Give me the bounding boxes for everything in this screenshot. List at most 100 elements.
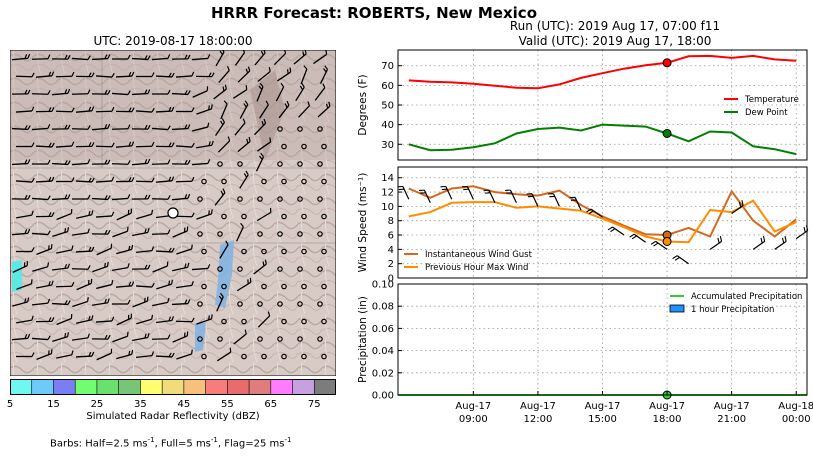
wind-barb-staff — [135, 285, 153, 288]
wind-barb — [111, 194, 131, 201]
wind-barb-flag — [91, 142, 95, 147]
calm-wind-marker — [281, 213, 287, 220]
wind-barb-flag — [171, 352, 175, 358]
calm-wind-marker — [257, 231, 263, 237]
wind-barb-flag — [87, 228, 90, 234]
wind-barb-flag — [168, 247, 172, 253]
wind-barb-flag — [461, 185, 468, 188]
colorbar-frame — [10, 379, 336, 395]
calm-wind-marker — [261, 248, 267, 255]
wind-barb-flag — [328, 101, 331, 107]
wind-barb — [217, 136, 231, 153]
wind-barb — [115, 141, 135, 148]
wind-barb-staff — [552, 193, 560, 207]
wind-barb-flag — [111, 211, 115, 217]
calm-wind-marker — [321, 248, 327, 255]
wind-barb-flag — [269, 137, 272, 142]
wind-barb-flag — [51, 176, 55, 182]
wind-barb — [71, 228, 90, 236]
series-line — [408, 199, 797, 244]
calm-wind-marker — [197, 301, 203, 307]
wind-barb-flag — [147, 228, 150, 233]
map-title: UTC: 2019-08-17 18:00:00 — [93, 34, 253, 48]
wind-barb-flag — [88, 177, 92, 183]
wind-barb-flag — [762, 236, 766, 242]
wind-barb-flag — [325, 103, 329, 109]
wind-barb-flag — [104, 124, 108, 129]
calm-wind-marker — [321, 283, 327, 290]
wind-barb-flag — [653, 242, 659, 247]
colorbar-segment — [74, 379, 98, 395]
wind-barb — [607, 226, 625, 236]
wind-barb — [195, 140, 214, 149]
wind-barb-flag — [130, 313, 132, 319]
wind-barb-flag — [104, 159, 108, 165]
wind-barb-flag — [219, 292, 224, 298]
wind-barb-staff — [16, 319, 32, 324]
wind-barb-flag — [107, 334, 111, 340]
wind-barb-flag — [267, 311, 271, 317]
y-tick-label: 70 — [381, 61, 394, 72]
wind-barb-flag — [51, 142, 55, 148]
wind-barb-flag — [91, 351, 95, 357]
wind-barb — [586, 208, 603, 218]
wind-barb-staff — [112, 335, 128, 343]
wind-barb — [71, 55, 91, 61]
wind-barb-flag — [127, 54, 131, 60]
wind-barb-staff — [111, 197, 129, 201]
calm-wind-marker — [277, 196, 283, 202]
wind-barb-flag — [71, 177, 75, 182]
wind-barb — [95, 211, 115, 218]
wind-barb-staff — [31, 302, 49, 306]
wind-barb — [115, 281, 135, 288]
wind-barb-flag — [247, 66, 251, 72]
wind-barb — [709, 236, 723, 250]
wind-barb-staff — [56, 317, 72, 326]
wind-barb — [650, 240, 668, 250]
colorbar-tick-label: 35 — [134, 399, 147, 410]
wind-barb — [36, 244, 53, 255]
wind-barb-flag — [146, 296, 149, 302]
y-tick-label: 0.00 — [372, 391, 394, 402]
wind-barb — [51, 54, 71, 60]
wind-barb-flag — [187, 90, 191, 95]
wind-barb-staff — [218, 70, 230, 83]
wind-barb-staff — [233, 333, 247, 345]
wind-barb — [273, 50, 287, 66]
wind-barb — [55, 71, 75, 78]
wind-barb-flag — [184, 227, 186, 233]
y-tick-label: 0.02 — [372, 368, 394, 379]
wind-barb — [96, 348, 113, 361]
wind-barb-staff — [574, 197, 582, 211]
wind-barb-flag — [27, 53, 31, 59]
wind-barb-flag — [27, 125, 31, 130]
wind-barb — [91, 54, 111, 61]
wind-barb-staff — [31, 197, 49, 201]
y-tick-label: 8 — [388, 216, 394, 227]
wind-barb-staff — [136, 213, 152, 220]
legend-label: Temperature — [744, 95, 799, 105]
wind-barb-flag — [168, 142, 172, 147]
wind-barb — [112, 299, 131, 305]
wind-barb-flag — [48, 281, 51, 286]
calm-wind-marker — [237, 196, 243, 202]
wind-barb-flag — [222, 188, 226, 193]
wind-barb-staff — [16, 283, 32, 290]
wind-barb-staff — [709, 240, 722, 250]
colorbar-segment — [53, 379, 76, 395]
wind-barb-flag — [128, 350, 131, 356]
wind-barb-staff — [152, 301, 168, 307]
wind-barb-flag — [441, 188, 448, 191]
calm-wind-marker — [217, 336, 223, 342]
wind-barb — [214, 118, 226, 136]
wind-barb — [35, 142, 55, 148]
wind-barb-staff — [257, 141, 271, 152]
wind-barb-flag — [147, 89, 151, 94]
wind-barb-flag — [48, 107, 52, 112]
wind-barb-staff — [217, 140, 231, 153]
colorbar-segment — [183, 379, 207, 395]
wind-barb-flag — [208, 72, 212, 77]
wind-barb-staff — [488, 189, 496, 204]
wind-barb-staff — [423, 189, 431, 204]
wind-barb-staff — [445, 186, 453, 200]
